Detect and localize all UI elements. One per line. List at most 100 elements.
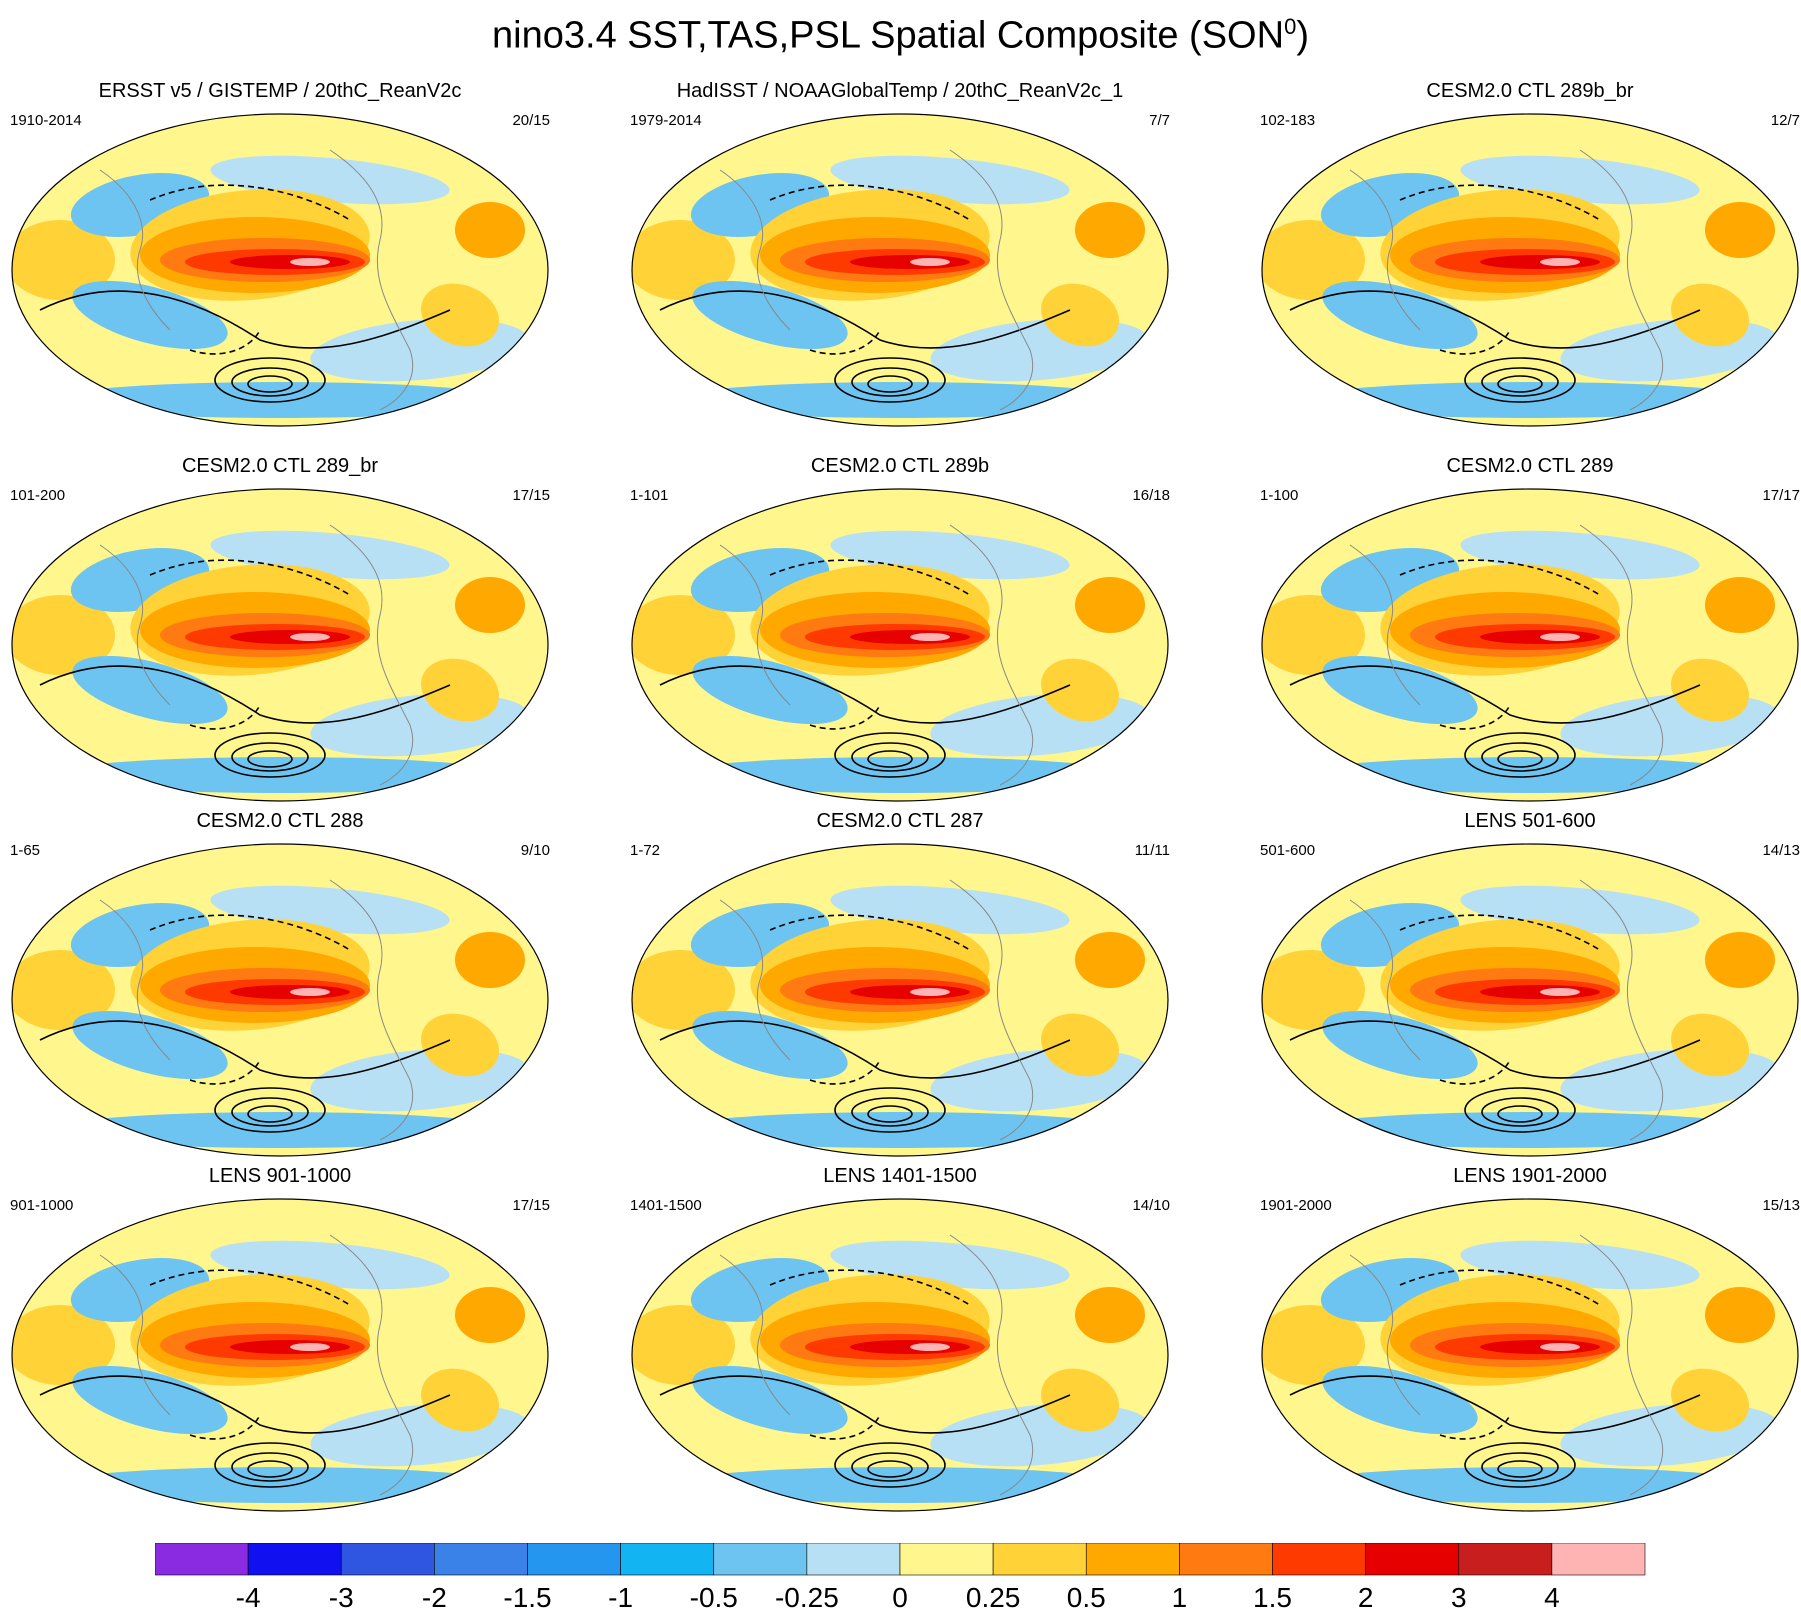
anomaly-region-w7 [290,258,330,266]
anomaly-region-w1 [1262,1305,1365,1385]
map-panel: LENS 901-1000 901-1000 17/15 [0,1165,560,1535]
map-border [11,1198,549,1512]
coastlines [99,149,414,411]
panel-title: CESM2.0 CTL 289b_br [1426,80,1634,102]
panel-title: LENS 901-1000 [208,1165,352,1187]
map-border [631,488,1169,802]
map-border [11,113,549,427]
anomaly-region-c5 [50,757,510,793]
panel-event-count: 17/17 [1762,487,1800,504]
anomaly-region-w8 [455,1287,525,1343]
anomaly-map [1261,1198,1799,1512]
panel-title: ERSST v5 / GISTEMP / 20thC_ReanV2c [98,80,462,102]
pressure-contours [1289,914,1701,1133]
colorbar-tick-label: 2 [1358,1582,1374,1613]
coastlines [1349,149,1664,411]
panel-years: 1-101 [630,487,669,504]
map-border [631,113,1169,427]
anomaly-region-w9 [1671,1013,1749,1077]
pressure-contours [659,184,1071,403]
anomaly-map [11,113,549,427]
anomaly-region-w8 [1705,1287,1775,1343]
panel-years: 1979-2014 [630,112,702,129]
colorbar-swatch [340,1543,435,1576]
anomaly-map [11,1198,549,1512]
panel-years: 101-200 [10,487,66,504]
coastlines [99,1234,414,1496]
anomaly-region-w1 [632,1305,735,1385]
anomaly-region-c5 [670,1467,1130,1503]
anomaly-map [1261,113,1799,427]
colorbar-swatch [806,1543,901,1576]
colorbar-tick-label: 3 [1451,1582,1467,1613]
panel-event-count: 7/7 [1149,112,1170,129]
panel-years: 1-100 [1260,487,1299,504]
map-panel: CESM2.0 CTL 289b_br 102-183 12/7 [1250,80,1801,450]
anomaly-region-w8 [1705,202,1775,258]
anomaly-region-w9 [1671,1368,1749,1432]
colorbar-swatch [620,1543,715,1576]
pressure-contours [1289,559,1701,778]
anomaly-region-c5 [1300,1467,1760,1503]
panel-event-count: 17/15 [512,1197,550,1214]
colorbar-tick-label: -0.25 [775,1582,839,1613]
anomaly-region-c5 [1300,382,1760,418]
map-border [1261,488,1799,802]
map-border [1261,843,1799,1157]
anomaly-region-w7 [290,988,330,996]
anomaly-region-w8 [1705,932,1775,988]
panel-years: 501-600 [1260,842,1316,859]
pressure-contours [1289,1269,1701,1488]
map-panel: LENS 1401-1500 1401-1500 14/10 [620,1165,1180,1535]
map-border [1261,1198,1799,1512]
panel-years: 1910-2014 [10,112,82,129]
map-panel: CESM2.0 CTL 289b 1-101 16/18 [620,455,1180,825]
panel-years: 1-72 [630,842,661,859]
panel-title: HadISST / NOAAGlobalTemp / 20thC_ReanV2c… [676,80,1124,102]
anomaly-region-w7 [290,1343,330,1351]
anomaly-region-w8 [455,932,525,988]
panel-years: 1401-1500 [630,1197,702,1214]
panel-title: LENS 1901-2000 [1453,1165,1607,1187]
panel-years: 102-183 [1260,112,1316,129]
anomaly-region-w9 [1671,658,1749,722]
map-panel: CESM2.0 CTL 287 1-72 11/11 [620,810,1180,1180]
anomaly-region-w8 [455,577,525,633]
map-border [11,488,549,802]
anomaly-region-w8 [455,202,525,258]
colorbar-swatch [155,1543,249,1576]
panel-event-count: 20/15 [512,112,550,129]
panel-title: CESM2.0 CTL 287 [816,810,984,832]
coastlines [1349,879,1664,1141]
panel-event-count: 14/13 [1762,842,1800,859]
coastlines [719,524,1034,786]
colorbar-swatch [899,1543,994,1576]
anomaly-region-w9 [421,658,499,722]
map-panel: CESM2.0 CTL 289_br 101-200 17/15 [0,455,560,825]
anomaly-map [631,488,1169,802]
panel-years: 901-1000 [10,1197,74,1214]
colorbar-tick-label: -3 [329,1582,354,1613]
anomaly-region-w1 [632,950,735,1030]
colorbar-swatch [1365,1543,1460,1576]
panel-event-count: 14/10 [1132,1197,1170,1214]
anomaly-region-w8 [1075,932,1145,988]
panel-title: CESM2.0 CTL 289b [810,455,990,477]
anomaly-region-c2 [692,1365,848,1435]
anomaly-region-w7 [1540,633,1580,641]
panel-event-count: 16/18 [1132,487,1170,504]
anomaly-region-w9 [1671,283,1749,347]
anomaly-region-w9 [1041,1368,1119,1432]
anomaly-region-c5 [1300,757,1760,793]
anomaly-region-w7 [290,633,330,641]
colorbar-swatch [1551,1543,1646,1576]
anomaly-region-w9 [421,1368,499,1432]
anomaly-region-w8 [1075,1287,1145,1343]
colorbar-swatch [527,1543,621,1576]
anomaly-map [1261,488,1799,802]
pressure-contours [659,559,1071,778]
coastlines [719,149,1034,411]
panel-title: CESM2.0 CTL 288 [196,810,364,832]
anomaly-map [11,488,549,802]
anomaly-region-w7 [1540,988,1580,996]
